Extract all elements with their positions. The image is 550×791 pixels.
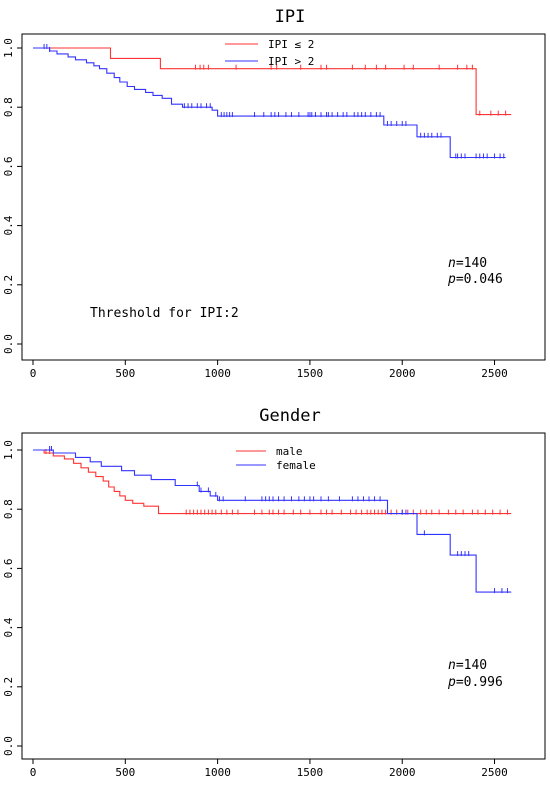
x-tick-label: 2500 [481, 766, 508, 779]
y-tick-label: 0.4 [2, 617, 15, 637]
x-tick-label: 2000 [389, 766, 416, 779]
x-tick-label: 1500 [297, 367, 324, 380]
y-tick-label: 0.0 [2, 736, 15, 756]
axis-layer: 0 500 1000 1500 2000 2500 0.0 0.2 0.4 0.6 0.8 1.0 [2, 38, 508, 380]
plot-frame [21, 33, 546, 361]
y-tick-label: 0.8 [2, 499, 15, 519]
y-tick-label: 0.0 [2, 334, 15, 354]
legend: male female [236, 445, 316, 472]
stat-p: p=0.996 [447, 675, 503, 690]
legend: IPI ≤ 2 IPI > 2 [225, 38, 314, 68]
x-tick-label: 1000 [204, 766, 231, 779]
axis-layer: 0 500 1000 1500 2000 2500 0.0 0.2 0.4 0.6 0.8 1.0 [2, 440, 508, 779]
chart-title: IPI [275, 7, 306, 27]
x-tick-label: 500 [115, 766, 135, 779]
x-tick-label: 2000 [389, 367, 416, 380]
chart-title: Gender [259, 406, 320, 426]
y-tick-label: 1.0 [2, 38, 15, 58]
threshold-note: Threshold for IPI:2 [90, 306, 239, 321]
series-layer [33, 44, 512, 159]
y-tick-label: 0.2 [2, 275, 15, 295]
y-tick-label: 0.2 [2, 677, 15, 697]
series-layer [33, 446, 512, 594]
stat-p: p=0.046 [447, 272, 503, 287]
legend-label-ipi-low: IPI ≤ 2 [268, 38, 314, 51]
y-tick-label: 0.8 [2, 97, 15, 117]
plot-frame [21, 432, 546, 760]
stat-n: n=140 [448, 256, 487, 271]
y-tick-label: 0.6 [2, 156, 15, 176]
y-tick-label: 0.6 [2, 558, 15, 578]
survival-curve-0 [33, 449, 512, 515]
y-tick-label: 0.4 [2, 215, 15, 235]
legend-label-male: male [276, 445, 303, 458]
survival-curve-0 [33, 47, 512, 116]
survival-curve-1 [33, 449, 512, 593]
x-tick-label: 2500 [481, 367, 508, 380]
panel-gender: Gender 0 500 1000 1500 2000 25000.00.20.40.60… [2, 406, 546, 779]
x-tick-label: 0 [30, 367, 37, 380]
x-tick-label: 500 [115, 367, 135, 380]
y-tick-label: 1.0 [2, 440, 15, 460]
survival-curve-1 [33, 47, 506, 159]
legend-label-ipi-high: IPI > 2 [268, 55, 314, 68]
panel-ipi: IPI 0 500 1000 1500 2000 2500 0.0 0.2 0.4 0.6 0.8 1… [2, 7, 546, 380]
stat-n: n=140 [448, 658, 487, 673]
legend-label-female: female [276, 459, 316, 472]
x-tick-label: 0 [30, 766, 37, 779]
x-tick-label: 1000 [204, 367, 231, 380]
x-tick-label: 1500 [297, 766, 324, 779]
